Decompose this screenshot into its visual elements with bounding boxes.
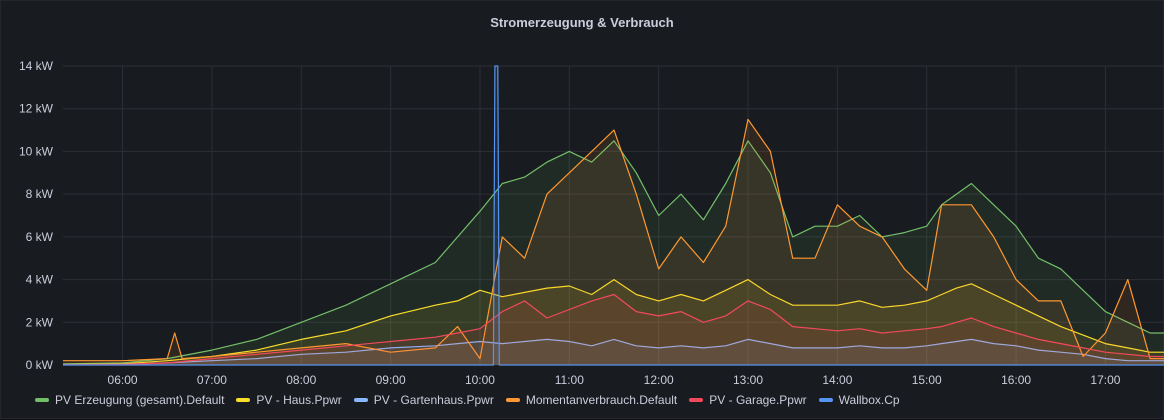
x-tick-label: 10:00	[465, 373, 495, 387]
x-tick-label: 12:00	[644, 373, 674, 387]
legend-item[interactable]: Momentanverbrauch.Default	[505, 392, 678, 408]
series-area-3	[63, 119, 1164, 365]
legend-swatch	[236, 398, 251, 402]
legend-label: PV - Gartenhaus.Ppwr	[373, 393, 494, 407]
y-tick-label: 12 kW	[19, 102, 54, 116]
series-area-2	[63, 339, 1164, 365]
legend-swatch	[35, 398, 49, 402]
legend-item[interactable]: PV Erzeugung (gesamt).Default	[35, 392, 224, 408]
x-tick-label: 09:00	[376, 373, 406, 387]
legend-label: Momentanverbrauch.Default	[525, 393, 678, 407]
panel-title: Stromerzeugung & Verbrauch	[490, 15, 674, 30]
legend-swatch	[505, 398, 520, 402]
series-area-4	[63, 294, 1164, 365]
series-line-5	[63, 65, 1164, 366]
y-tick-label: 2 kW	[26, 315, 54, 329]
legend-label: Wallbox.Cp	[838, 393, 900, 407]
legend-label: PV Erzeugung (gesamt).Default	[55, 393, 225, 407]
series-area-1	[63, 279, 1164, 365]
legend-item[interactable]: PV - Gartenhaus.Ppwr	[353, 392, 494, 408]
x-tick-label: 06:00	[108, 373, 138, 387]
x-tick-label: 07:00	[197, 373, 227, 387]
series-area-0	[63, 140, 1164, 365]
x-tick-label: 15:00	[912, 373, 942, 387]
legend-swatch	[689, 398, 704, 402]
y-tick-label: 10 kW	[19, 144, 54, 158]
x-tick-label: 13:00	[733, 373, 763, 387]
x-tick-label: 08:00	[286, 373, 316, 387]
series-line-3	[63, 118, 1164, 362]
legend-swatch	[353, 398, 368, 402]
x-tick-label: 14:00	[822, 373, 852, 387]
series-line-1	[62, 279, 1164, 366]
y-tick-label: 6 kW	[26, 230, 54, 244]
series-line-2	[62, 338, 1164, 366]
y-tick-label: 8 kW	[26, 187, 54, 201]
series-line-0	[62, 140, 1164, 365]
y-tick-label: 0 kW	[26, 358, 54, 372]
y-tick-label: 4 kW	[26, 273, 54, 287]
x-tick-label: 11:00	[555, 373, 584, 387]
chart-legend: PV Erzeugung (gesamt).Default PV - Haus.P…	[35, 392, 900, 408]
legend-swatch	[818, 398, 833, 402]
legend-label: PV - Haus.Ppwr	[256, 393, 342, 407]
y-tick-label: 14 kW	[19, 59, 54, 73]
legend-item[interactable]: PV - Haus.Ppwr	[236, 392, 342, 408]
x-tick-label: 16:00	[1001, 373, 1031, 387]
legend-item[interactable]: Wallbox.Cp	[818, 392, 900, 408]
x-tick-label: 17:00	[1090, 373, 1120, 387]
series-line-4	[62, 293, 1164, 366]
legend-label: PV - Garage.Ppwr	[709, 393, 807, 407]
legend-item[interactable]: PV - Garage.Ppwr	[689, 392, 807, 408]
